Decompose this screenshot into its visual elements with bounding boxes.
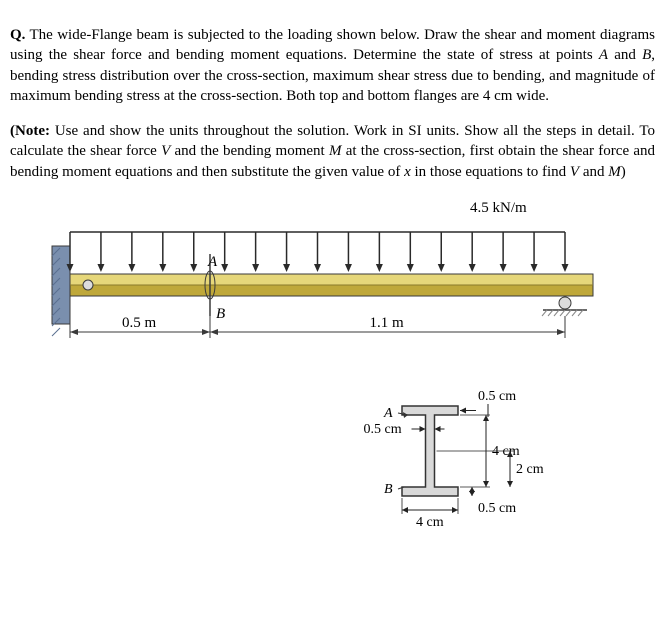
question-paragraph: Q. The wide-Flange beam is subjected to … [10, 25, 655, 106]
note-M: M [329, 143, 342, 159]
svg-text:0.5 m: 0.5 m [122, 315, 157, 331]
note-V: V [161, 143, 170, 159]
note-and2: and [579, 164, 608, 180]
svg-text:2 cm: 2 cm [516, 462, 544, 477]
note-M2: M [608, 164, 621, 180]
note-prefix: (Note: [10, 123, 50, 139]
note-t4: in those equations to find [411, 164, 570, 180]
cross-section-svg: A B 0.5 cm 0.5 cm 4 cm 2 cm 4 cm 0.5 cm [310, 376, 610, 556]
q-ptA: A [599, 47, 608, 63]
q-and1: and [608, 47, 642, 63]
beam-figure: 4.5 kN/m AB0.5 m1.1 m [10, 192, 655, 372]
note-V2: V [570, 164, 579, 180]
svg-text:B: B [216, 306, 225, 322]
cross-section-figure: A B 0.5 cm 0.5 cm 4 cm 2 cm 4 cm 0.5 cm [310, 376, 610, 556]
svg-text:0.5 cm: 0.5 cm [478, 389, 516, 404]
svg-text:A: A [383, 406, 393, 421]
q-prefix: Q. [10, 27, 25, 43]
note-paragraph: (Note: Use and show the units throughout… [10, 121, 655, 182]
svg-text:1.1 m: 1.1 m [370, 315, 405, 331]
svg-text:4 cm: 4 cm [416, 515, 444, 530]
note-t5: ) [621, 164, 626, 180]
svg-text:A: A [207, 254, 218, 270]
beam-svg: A B 0.5 m 1.1 m [10, 192, 655, 372]
svg-text:4 cm: 4 cm [492, 444, 520, 459]
note-t2: and the bending moment [170, 143, 329, 159]
note-x: x [404, 164, 411, 180]
svg-text:B: B [384, 482, 393, 497]
svg-text:0.5 cm: 0.5 cm [364, 422, 402, 437]
q-ptB: B [642, 47, 651, 63]
q-text1: The wide-Flange beam is subjected to the… [10, 27, 655, 63]
svg-text:0.5 cm: 0.5 cm [478, 501, 516, 516]
